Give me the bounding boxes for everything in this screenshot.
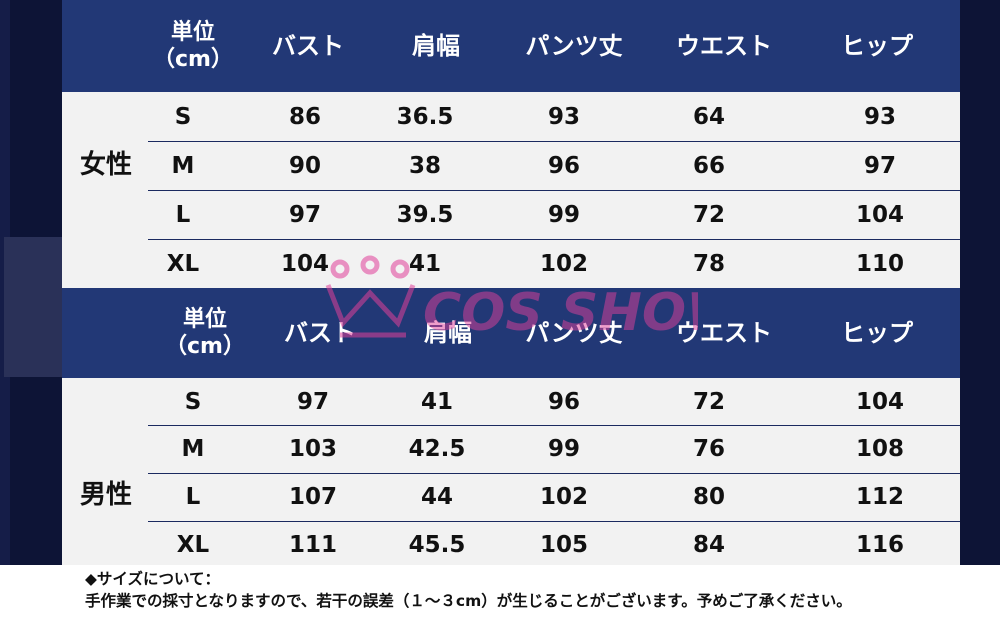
notes-background — [0, 565, 1000, 620]
value-cell: 103 — [288, 436, 337, 462]
value-cell: 93 — [863, 103, 896, 130]
value-cell: 97 — [296, 388, 329, 415]
header-female: 単位 （cm） バスト 肩幅 パンツ丈 ウエスト ヒップ — [62, 0, 960, 92]
value-cell: 41 — [408, 250, 441, 277]
value-cell: 90 — [288, 152, 321, 179]
size-cell: L — [175, 201, 191, 228]
value-cell: 36.5 — [396, 103, 454, 130]
value-cell: 64 — [692, 103, 725, 130]
size-notes: ◆サイズについて： 手作業での採寸となりますので、若干の誤差（１～３cm）が生じ… — [85, 568, 995, 612]
value-cell: 111 — [288, 532, 337, 558]
col-shoulder: 肩幅 — [412, 32, 460, 60]
gender-male: 男性 — [80, 480, 133, 510]
value-cell: 112 — [855, 484, 904, 510]
unit-header: 単位 （cm） — [160, 288, 250, 378]
unit-label: 単位 — [170, 19, 215, 45]
col-pants-length: パンツ丈 — [525, 319, 623, 347]
col-waist: ウエスト — [676, 32, 772, 60]
table-row: XL 104 41 102 78 110 — [148, 239, 960, 288]
value-cell: 99 — [547, 436, 580, 462]
unit-header: 単位 （cm） — [148, 0, 238, 92]
value-cell: 76 — [692, 436, 725, 462]
value-cell: 110 — [855, 250, 904, 277]
value-cell: 72 — [692, 388, 725, 415]
value-cell: 96 — [547, 152, 580, 179]
notes-body: 手作業での採寸となりますので、若干の誤差（１～３cm）が生じることがございます。… — [85, 592, 852, 610]
value-cell: 102 — [539, 484, 588, 510]
table-row: M 90 38 96 66 97 — [148, 141, 960, 191]
table-row: L 97 39.5 99 72 104 — [148, 190, 960, 240]
gender-female: 女性 — [80, 150, 133, 180]
value-cell: 93 — [547, 103, 580, 130]
size-cell: L — [185, 484, 201, 510]
value-cell: 78 — [692, 250, 725, 277]
table-row: M 103 42.5 99 76 108 — [148, 425, 960, 474]
value-cell: 96 — [547, 388, 580, 415]
value-cell: 72 — [692, 201, 725, 228]
value-cell: 99 — [547, 201, 580, 228]
value-cell: 102 — [539, 250, 588, 277]
value-cell: 116 — [855, 532, 904, 558]
size-cell: M — [181, 436, 205, 462]
value-cell: 80 — [692, 484, 725, 510]
col-shoulder: 肩幅 — [424, 319, 472, 347]
value-cell: 86 — [288, 103, 321, 130]
value-cell: 107 — [288, 484, 337, 510]
col-hip: ヒップ — [841, 319, 913, 347]
size-cell: S — [184, 388, 202, 415]
value-cell: 39.5 — [396, 201, 454, 228]
value-cell: 97 — [863, 152, 896, 179]
value-cell: 84 — [692, 532, 725, 558]
col-bust: バスト — [272, 32, 344, 60]
value-cell: 97 — [288, 201, 321, 228]
value-cell: 38 — [408, 152, 441, 179]
table-row: S 97 41 96 72 104 — [148, 378, 960, 426]
size-cell: XL — [166, 250, 200, 277]
size-cell: XL — [176, 532, 210, 558]
value-cell: 42.5 — [408, 436, 466, 462]
value-cell: 104 — [855, 388, 904, 415]
value-cell: 105 — [539, 532, 588, 558]
table-row: S 86 36.5 93 64 93 — [148, 92, 960, 142]
table-row: XL 111 45.5 105 84 116 — [148, 521, 960, 569]
value-cell: 108 — [855, 436, 904, 462]
header-male: 単位 （cm） バスト 肩幅 パンツ丈 ウエスト ヒップ — [62, 288, 960, 378]
value-cell: 44 — [420, 484, 453, 510]
col-pants-length: パンツ丈 — [525, 32, 623, 60]
side-decoration — [4, 237, 64, 377]
unit-cm-label: （cm） — [165, 334, 245, 359]
col-hip: ヒップ — [841, 32, 913, 60]
col-bust: バスト — [284, 319, 356, 347]
value-cell: 66 — [692, 152, 725, 179]
table-row: L 107 44 102 80 112 — [148, 473, 960, 522]
value-cell: 41 — [420, 388, 453, 415]
size-cell: S — [174, 103, 192, 130]
value-cell: 104 — [855, 201, 904, 228]
size-cell: M — [171, 152, 195, 179]
col-waist: ウエスト — [676, 319, 772, 347]
value-cell: 104 — [280, 250, 329, 277]
value-cell: 45.5 — [408, 532, 466, 558]
unit-cm-label: （cm） — [153, 47, 233, 72]
notes-heading: ◆サイズについて： — [85, 570, 220, 588]
unit-label: 単位 — [182, 306, 227, 332]
